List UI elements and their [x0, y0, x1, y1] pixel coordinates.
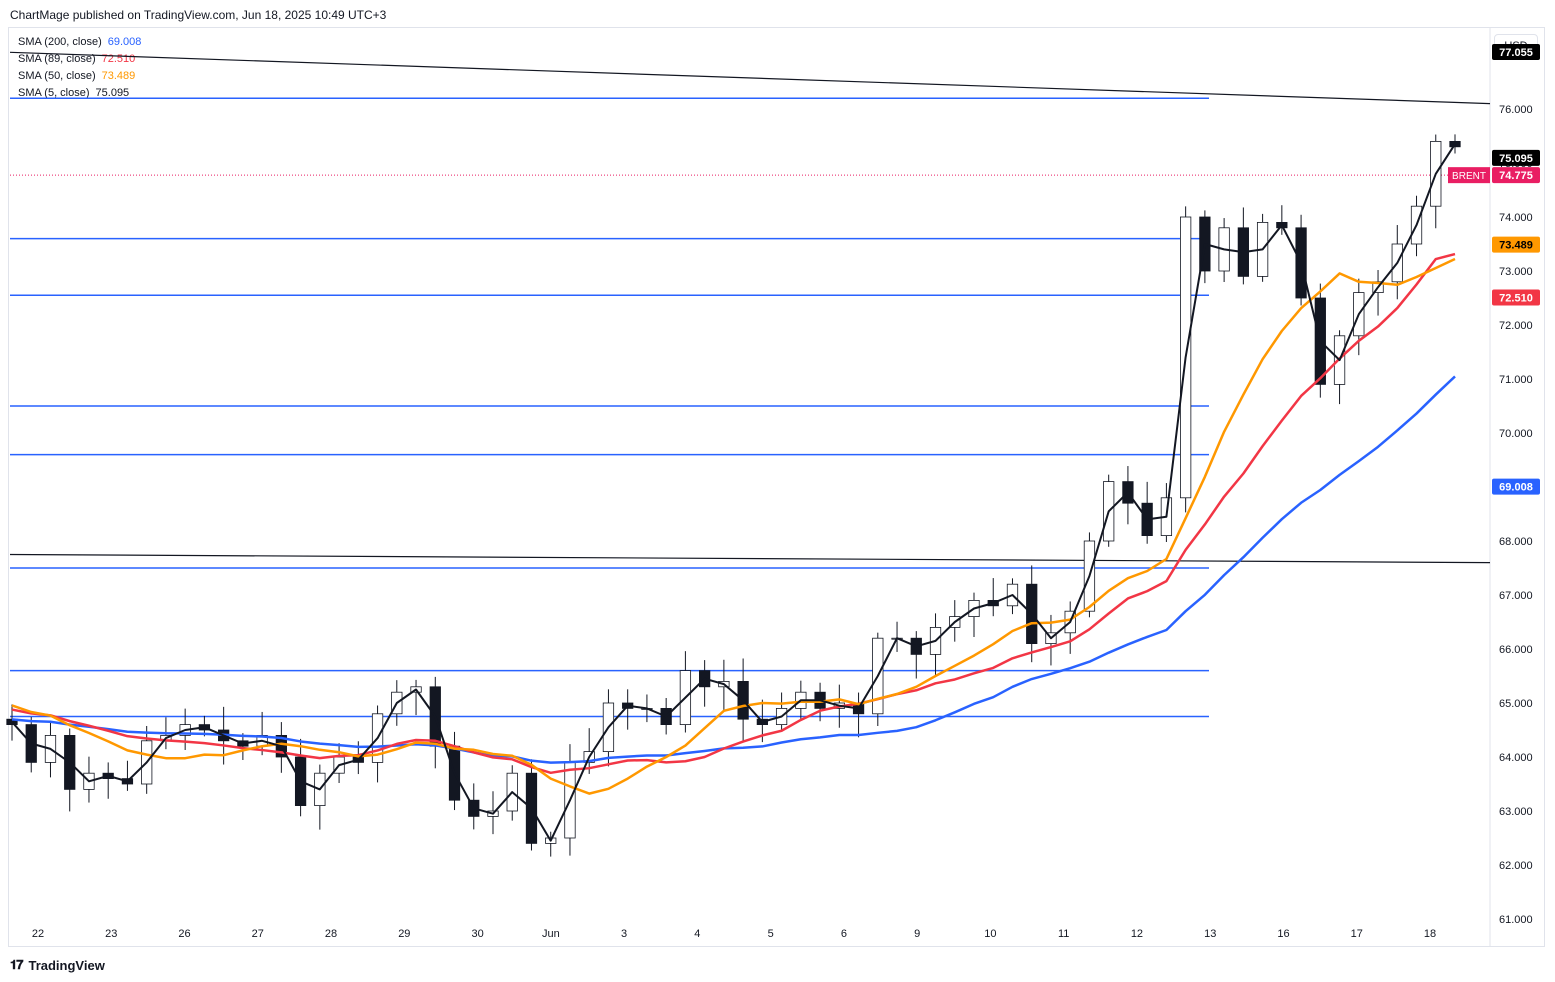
indicator-legend: SMA (200, close) 69.008 SMA (89, close) 72…	[18, 34, 141, 102]
price-label-text: 73.489	[1499, 240, 1533, 252]
sma-5-line	[11, 143, 1456, 842]
price-label-text: 72.510	[1499, 292, 1533, 304]
y-tick-label: 71.000	[1499, 374, 1533, 386]
y-tick-label: 67.000	[1499, 590, 1533, 602]
publish-header: ChartMage published on TradingView.com, …	[10, 8, 387, 22]
x-tick-label: Jun	[542, 928, 560, 940]
x-tick-label: 10	[984, 928, 996, 940]
x-tick-label: 6	[841, 928, 847, 940]
x-tick-label: 27	[252, 928, 264, 940]
x-tick-label: 9	[914, 928, 920, 940]
price-label-75.095: 75.095	[1492, 149, 1540, 166]
y-tick-label: 76.000	[1499, 104, 1533, 116]
x-tick-label: 29	[398, 928, 410, 940]
y-tick-label: 66.000	[1499, 644, 1533, 656]
price-label-text: 75.095	[1499, 153, 1533, 165]
x-tick-label: 18	[1424, 928, 1436, 940]
y-tick-label: 68.000	[1499, 536, 1533, 548]
legend-sma-5[interactable]: SMA (5, close) 75.095	[18, 85, 141, 102]
legend-sma-50-value: 73.489	[101, 70, 136, 82]
price-label-text: 69.008	[1499, 482, 1533, 494]
x-tick-label: 28	[325, 928, 337, 940]
price-label-bg	[1492, 236, 1540, 253]
candle-body	[1449, 140, 1461, 148]
legend-sma-89-label: SMA (89, close)	[18, 53, 96, 65]
x-tick-label: 30	[471, 928, 483, 940]
chart-pane[interactable]	[8, 27, 1545, 947]
trendline	[9, 553, 1491, 564]
x-tick-label: 22	[32, 928, 44, 940]
x-tick-label: 17	[1351, 928, 1363, 940]
price-label-72.510: 72.510	[1492, 289, 1540, 306]
price-label-69.008: 69.008	[1492, 478, 1540, 495]
price-label-text: 77.055	[1499, 47, 1533, 59]
y-tick-label: 64.000	[1499, 752, 1533, 764]
y-tick-label: 65.000	[1499, 698, 1533, 710]
legend-sma-200-value: 69.008	[107, 36, 142, 48]
price-label-74.775: BRENT 74.775	[1448, 167, 1540, 184]
x-tick-label: 4	[694, 928, 700, 940]
x-tick-label: 13	[1204, 928, 1216, 940]
legend-sma-200[interactable]: SMA (200, close) 69.008	[18, 34, 141, 51]
x-tick-label: 5	[768, 928, 774, 940]
y-tick-label: 74.000	[1499, 212, 1533, 224]
y-tick-label: 63.000	[1499, 806, 1533, 818]
trendline	[9, 51, 1491, 105]
x-tick-label: 26	[178, 928, 190, 940]
legend-sma-50[interactable]: SMA (50, close) 73.489	[18, 68, 141, 85]
x-tick-label: 3	[621, 928, 627, 940]
sma-200-line	[11, 375, 1456, 764]
x-tick-label: 16	[1277, 928, 1289, 940]
y-tick-label: 62.000	[1499, 860, 1533, 872]
price-label-bg	[1492, 167, 1540, 184]
x-tick-label: 11	[1058, 928, 1069, 940]
legend-sma-50-label: SMA (50, close)	[18, 70, 96, 82]
x-tick-label: 12	[1131, 928, 1143, 940]
tradingview-footer: 𝟏𝟕 TradingView	[10, 957, 105, 973]
x-tick-label: 23	[105, 928, 117, 940]
sma-89-line	[11, 252, 1456, 775]
legend-sma-200-label: SMA (200, close)	[18, 36, 102, 48]
price-label-bg	[1492, 44, 1540, 61]
symbol-tag-bg	[1448, 167, 1490, 184]
price-label-bg	[1492, 289, 1540, 306]
symbol-tag-text: BRENT	[1452, 171, 1486, 182]
y-tick-label: 73.000	[1499, 266, 1533, 278]
legend-sma-5-label: SMA (5, close)	[18, 87, 90, 99]
price-label-text: 74.775	[1499, 170, 1533, 182]
y-tick-label: 72.000	[1499, 320, 1533, 332]
price-label-77.055: 77.055	[1492, 44, 1540, 61]
y-tick-label: 70.000	[1499, 428, 1533, 440]
price-label-bg	[1492, 149, 1540, 166]
price-label-bg	[1492, 478, 1540, 495]
tradingview-logo-text: TradingView	[28, 957, 105, 973]
legend-sma-5-value: 75.095	[95, 87, 130, 99]
tradingview-logo-icon: 𝟏𝟕	[10, 957, 24, 972]
price-label-73.489: 73.489	[1492, 236, 1540, 253]
y-tick-label: 61.000	[1499, 914, 1533, 926]
sma-50-line	[11, 257, 1456, 795]
